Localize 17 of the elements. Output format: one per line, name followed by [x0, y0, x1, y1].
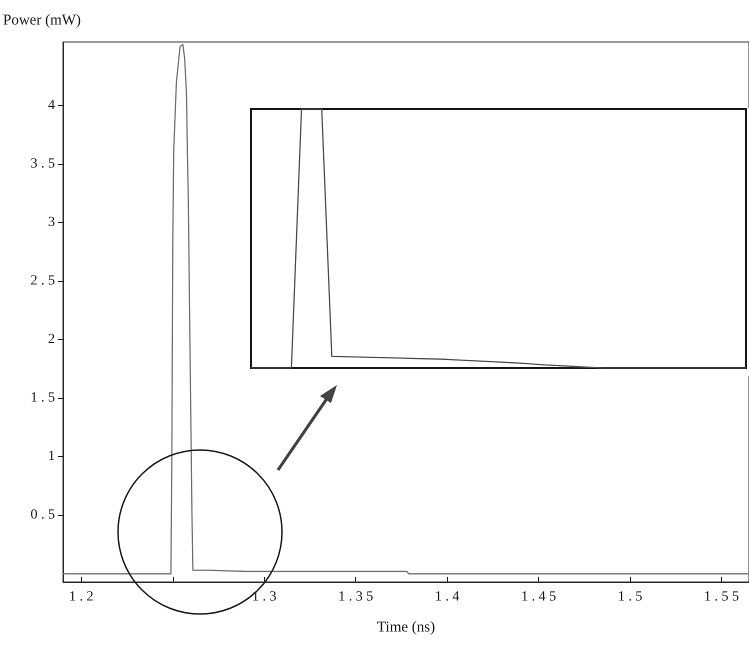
x-tick-label: 1 . 5: [618, 590, 642, 604]
y-tick-label: 4: [48, 98, 55, 113]
x-tick-label: 1 . 4: [434, 590, 460, 604]
y-axis-title: Power (mW): [3, 12, 81, 28]
line-series: [62, 44, 749, 574]
y-tick-label: 2: [48, 332, 55, 348]
y-tick-label: 3: [48, 214, 55, 230]
x-tick-label: 1 . 5 5: [704, 590, 740, 604]
x-axis-title: Time (ns): [376, 620, 436, 636]
x-tick-label: 1 . 3 5: [338, 590, 374, 604]
y-tick-label: 1: [48, 449, 55, 464]
y-tick-label: 2 . 5: [30, 273, 55, 288]
y-tick-label: 3 . 5: [30, 156, 55, 172]
x-tick-label: 1 . 4 5: [521, 590, 556, 604]
y-tick-label: 1 . 5: [30, 390, 55, 406]
y-tick-label: 0 . 5: [30, 508, 55, 523]
x-tick-label: 1 . 2: [69, 590, 94, 604]
